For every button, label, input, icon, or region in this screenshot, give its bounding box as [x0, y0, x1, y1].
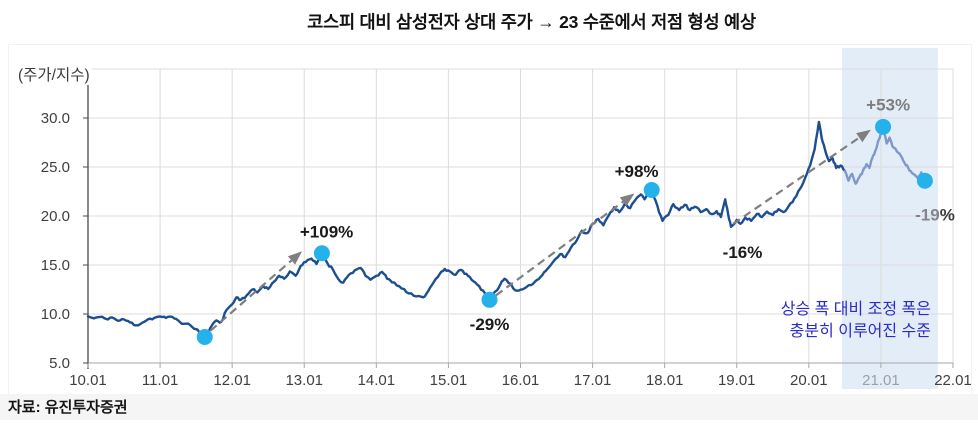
svg-text:-19%: -19% — [915, 206, 955, 225]
y-tick-labels: 30.0 25.0 20.0 15.0 10.0 5.0 — [41, 110, 70, 372]
svg-text:10.0: 10.0 — [41, 306, 70, 323]
svg-text:17.01: 17.01 — [574, 372, 612, 389]
svg-text:20.0: 20.0 — [41, 208, 70, 225]
band-region — [841, 48, 938, 389]
svg-text:15.0: 15.0 — [41, 257, 70, 274]
svg-text:30.0: 30.0 — [41, 110, 70, 127]
series-line-recent — [843, 125, 927, 185]
svg-text:22.01: 22.01 — [934, 372, 972, 389]
svg-text:25.0: 25.0 — [41, 159, 70, 176]
svg-text:19.01: 19.01 — [718, 372, 756, 389]
note-line-1: 상승 폭 대비 조정 폭은 — [780, 301, 931, 318]
chart-area — [8, 44, 972, 396]
series-line-main — [86, 120, 847, 339]
note-line-2: 충분히 이루어진 수준 — [789, 323, 931, 340]
svg-text:11.01: 11.01 — [142, 372, 178, 389]
svg-text:14.01: 14.01 — [358, 372, 396, 389]
chart-title: 코스피 대비 삼성전자 상대 주가 → 23 수준에서 저점 형성 예상 — [307, 12, 756, 32]
svg-text:+98%: +98% — [615, 162, 659, 181]
svg-text:+53%: +53% — [866, 95, 910, 114]
y-axis-unit-label: (주가/지수) — [16, 63, 92, 85]
svg-text:-16%: -16% — [723, 243, 763, 262]
svg-text:+109%: +109% — [300, 223, 353, 242]
svg-text:21.01: 21.01 — [862, 372, 900, 389]
x-tick-labels: 10.01 11.01 12.01 13.01 14.01 15.01 16.01 17.01… — [69, 372, 972, 389]
marker-dots — [196, 118, 933, 346]
annotation-labels: +109% -29% +98% -16% +53% -19% — [300, 95, 955, 334]
svg-text:10.01: 10.01 — [69, 372, 107, 389]
svg-text:16.01: 16.01 — [502, 372, 540, 389]
note-text: 상승 폭 대비 조정 폭은 충분히 이루어진 수준 — [781, 299, 931, 343]
trend-arrows — [209, 129, 871, 332]
svg-text:18.01: 18.01 — [646, 372, 684, 389]
svg-text:15.01: 15.01 — [430, 372, 468, 389]
footer-strip — [0, 394, 978, 420]
axes — [83, 69, 954, 369]
svg-text:12.01: 12.01 — [213, 372, 251, 389]
svg-text:20.01: 20.01 — [790, 372, 828, 389]
source-label: 자료: 유진투자증권 — [8, 399, 128, 416]
svg-text:5.0: 5.0 — [49, 355, 70, 372]
svg-text:-29%: -29% — [470, 315, 510, 334]
svg-text:13.01: 13.01 — [285, 372, 323, 389]
